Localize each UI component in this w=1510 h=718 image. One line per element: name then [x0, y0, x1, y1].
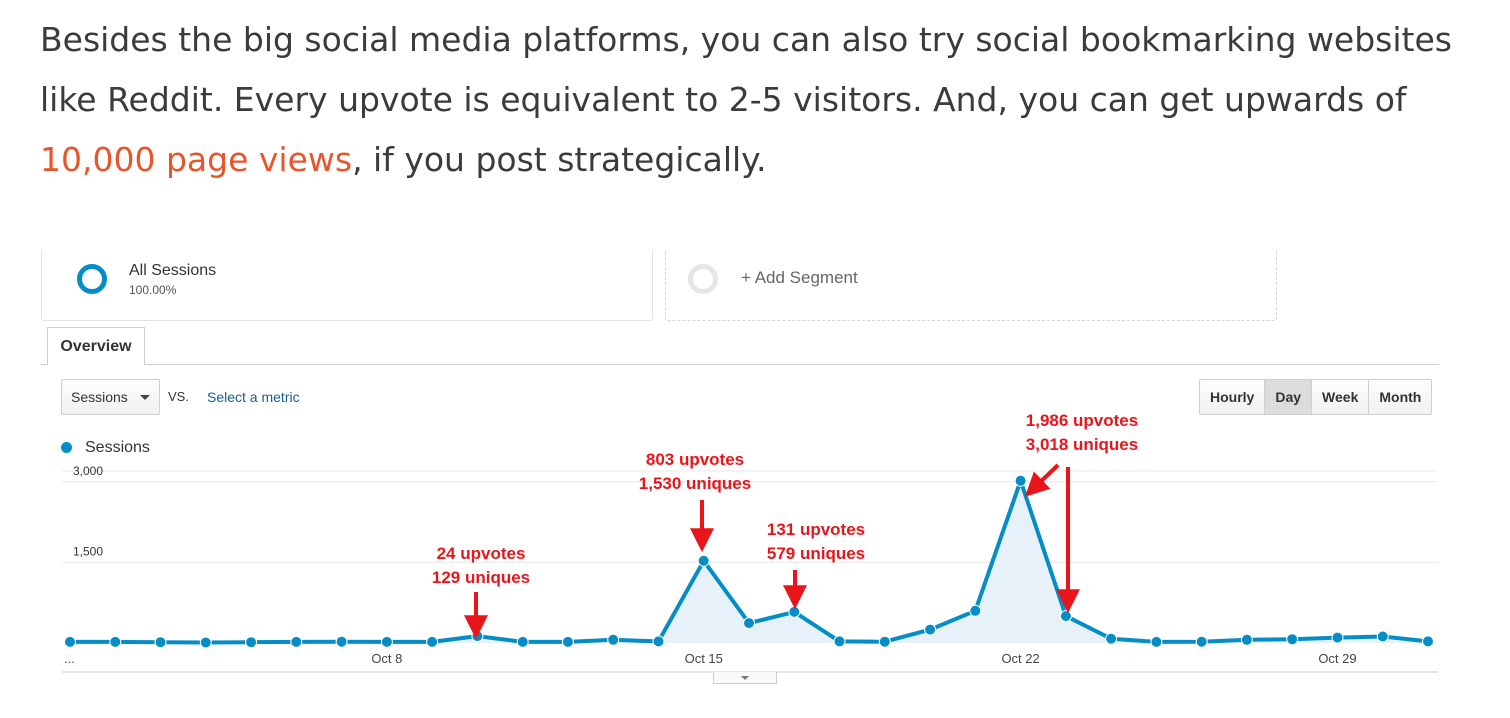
article-line-3-rest: , if you post strategically.: [352, 140, 767, 179]
annotation-arrow: [1024, 463, 1060, 497]
data-point: [1195, 635, 1208, 648]
x-tick-label: Oct 8: [371, 651, 402, 666]
data-point: [426, 635, 439, 648]
data-point: [199, 636, 212, 649]
data-point: [607, 633, 620, 646]
annotation-upvotes: 1,986 upvotes: [1026, 411, 1138, 430]
data-point: [109, 635, 122, 648]
metric-dropdown-label: Sessions: [71, 389, 128, 405]
data-point: [471, 630, 484, 643]
month-button[interactable]: Month: [1368, 380, 1432, 414]
segment-percent: 100.00%: [129, 283, 177, 297]
tab-divider: [41, 364, 1439, 365]
data-point: [833, 635, 846, 648]
page-views-link[interactable]: 10,000 page views: [40, 140, 353, 179]
data-point: [878, 635, 891, 648]
segment-name: All Sessions: [129, 262, 217, 279]
data-point: [697, 554, 710, 567]
article-text: Besides the big social media platforms, …: [40, 10, 1480, 190]
data-point: [652, 635, 665, 648]
data-point: [561, 635, 574, 648]
add-segment-label: + Add Segment: [741, 268, 858, 287]
add-segment-button[interactable]: + Add Segment: [665, 250, 1277, 321]
data-point: [1286, 633, 1299, 646]
metric-dropdown[interactable]: Sessions: [61, 379, 160, 415]
data-point: [1376, 630, 1389, 643]
data-point: [969, 604, 982, 617]
data-point: [1014, 474, 1027, 487]
data-point: [380, 635, 393, 648]
y-tick-label: 3,000: [73, 464, 103, 478]
annotation-uniques: 579 uniques: [767, 544, 865, 563]
data-point: [1240, 633, 1253, 646]
article-line-3: 10,000 page views, if you post strategic…: [40, 130, 1480, 190]
chevron-down-icon: [140, 395, 150, 400]
week-button[interactable]: Week: [1311, 380, 1369, 414]
data-point: [788, 605, 801, 618]
data-point: [1150, 635, 1163, 648]
article-line-2: like Reddit. Every upvote is equivalent …: [40, 80, 1407, 119]
chart-scroll-handle[interactable]: [713, 672, 777, 684]
data-point: [1422, 635, 1434, 648]
data-point: [1331, 631, 1344, 644]
tab-overview[interactable]: Overview: [47, 327, 145, 365]
annotation-upvotes: 24 upvotes: [437, 544, 526, 563]
data-point: [924, 623, 937, 636]
data-point: [335, 635, 348, 648]
article-line-1: Besides the big social media platforms, …: [40, 20, 1452, 59]
legend-dot-icon: [61, 442, 72, 453]
time-granularity-group: Hourly Day Week Month: [1199, 379, 1433, 415]
data-point: [743, 617, 755, 630]
data-point: [516, 635, 529, 648]
annotation-upvotes: 803 upvotes: [646, 450, 744, 469]
data-point: [290, 635, 303, 648]
x-tick-label: Oct 22: [1001, 651, 1039, 666]
x-tick-label: Oct 15: [685, 651, 723, 666]
legend-label: Sessions: [85, 439, 150, 456]
select-metric-link[interactable]: Select a metric: [207, 389, 300, 405]
segment-ring-icon: [77, 264, 107, 294]
hourly-button[interactable]: Hourly: [1200, 380, 1265, 414]
data-point: [1059, 610, 1072, 623]
annotation-upvotes: 131 upvotes: [767, 520, 865, 539]
data-point: [245, 636, 258, 649]
day-button[interactable]: Day: [1264, 380, 1312, 414]
annotation-uniques: 1,530 uniques: [639, 474, 751, 493]
annotation-uniques: 3,018 uniques: [1026, 435, 1138, 454]
data-point: [64, 635, 76, 648]
annotation-uniques: 129 uniques: [432, 568, 530, 587]
data-point: [1105, 632, 1118, 645]
vs-label: VS.: [168, 389, 189, 404]
data-point: [154, 636, 167, 649]
x-tick-label: Oct 29: [1318, 651, 1356, 666]
y-tick-label: 1,500: [73, 544, 103, 558]
segment-all-sessions[interactable]: All Sessions 100.00%: [41, 250, 653, 321]
x-tick-label: ...: [64, 651, 75, 666]
empty-segment-ring-icon: [688, 264, 718, 294]
caret-down-icon: [741, 676, 749, 680]
